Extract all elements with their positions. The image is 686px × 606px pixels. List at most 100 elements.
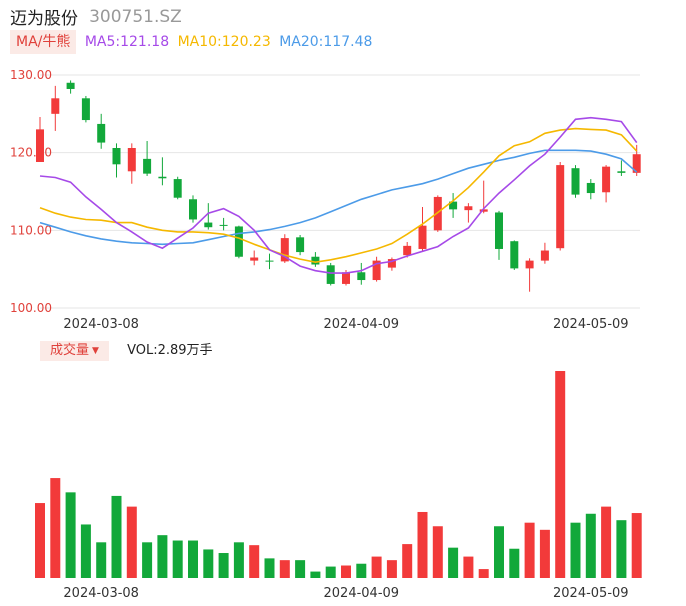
candle-body bbox=[51, 98, 60, 114]
candle[interactable] bbox=[36, 116, 44, 162]
candle-body bbox=[280, 238, 289, 262]
candle-body bbox=[403, 245, 412, 256]
ma-indicator-button[interactable]: MA/牛熊 bbox=[10, 30, 77, 54]
candle-body bbox=[617, 171, 626, 173]
volume-bar[interactable] bbox=[402, 544, 413, 578]
candle[interactable] bbox=[112, 143, 121, 178]
volume-bar[interactable] bbox=[218, 553, 229, 578]
candle[interactable] bbox=[219, 217, 228, 231]
volume-bar[interactable] bbox=[478, 569, 489, 578]
candle[interactable] bbox=[418, 207, 427, 252]
volume-bar[interactable] bbox=[631, 513, 642, 578]
price-x-tick: 2024-04-09 bbox=[324, 317, 400, 332]
volume-bar[interactable] bbox=[249, 545, 260, 578]
volume-bar[interactable] bbox=[295, 560, 306, 578]
volume-bar[interactable] bbox=[524, 522, 535, 578]
volume-bar[interactable] bbox=[96, 542, 107, 578]
candle[interactable] bbox=[66, 80, 75, 94]
candle[interactable] bbox=[556, 161, 565, 251]
candle-body bbox=[219, 224, 228, 226]
volume-bar[interactable] bbox=[386, 560, 397, 578]
volume-indicator-button[interactable]: 成交量 ▼ bbox=[40, 341, 109, 361]
volume-bar[interactable] bbox=[509, 548, 520, 578]
volume-bar[interactable] bbox=[35, 503, 45, 578]
volume-bar[interactable] bbox=[539, 529, 550, 578]
volume-bar[interactable] bbox=[601, 506, 612, 578]
candle[interactable] bbox=[571, 165, 580, 198]
candle[interactable] bbox=[311, 252, 320, 267]
volume-indicator-label: 成交量 bbox=[50, 343, 90, 358]
candle[interactable] bbox=[433, 195, 442, 232]
volume-bar[interactable] bbox=[126, 506, 137, 578]
volume-bar[interactable] bbox=[264, 558, 275, 578]
volume-bar[interactable] bbox=[172, 540, 183, 578]
candle[interactable] bbox=[280, 234, 289, 263]
volume-bar[interactable] bbox=[203, 549, 214, 578]
candle[interactable] bbox=[403, 241, 412, 258]
volume-bar[interactable] bbox=[448, 547, 459, 578]
volume-bar[interactable] bbox=[585, 513, 596, 578]
candle[interactable] bbox=[464, 203, 473, 223]
ma10-legend: MA10:120.23 bbox=[177, 34, 271, 50]
candle[interactable] bbox=[189, 195, 197, 223]
candle[interactable] bbox=[387, 257, 396, 271]
volume-bar[interactable] bbox=[417, 511, 428, 578]
candle-body bbox=[265, 260, 274, 262]
candle[interactable] bbox=[204, 203, 213, 230]
candle[interactable] bbox=[617, 160, 626, 176]
volume-bar[interactable] bbox=[50, 478, 61, 578]
volume-bar[interactable] bbox=[356, 563, 367, 578]
volume-bar[interactable] bbox=[371, 556, 382, 578]
price-y-tick: 110.00 bbox=[10, 223, 52, 237]
volume-bar[interactable] bbox=[555, 371, 566, 578]
candle[interactable] bbox=[357, 262, 366, 285]
candle[interactable] bbox=[326, 262, 335, 286]
price-chart[interactable]: 100.00 110.00 120.00 130.00 2024-03-08 2024-0… bbox=[0, 60, 686, 340]
volume-bar[interactable] bbox=[142, 542, 153, 578]
candle[interactable] bbox=[250, 250, 259, 266]
candle[interactable] bbox=[234, 225, 243, 259]
candle-body bbox=[173, 179, 182, 198]
candle[interactable] bbox=[540, 242, 549, 264]
candle[interactable] bbox=[143, 141, 152, 176]
candle[interactable] bbox=[449, 193, 458, 218]
volume-chart[interactable]: 2024-03-08 2024-04-09 2024-05-09 bbox=[0, 360, 686, 606]
volume-bar[interactable] bbox=[111, 495, 122, 578]
candle[interactable] bbox=[97, 113, 106, 149]
candle-body bbox=[357, 272, 366, 281]
volume-bar[interactable] bbox=[432, 526, 443, 578]
candle[interactable] bbox=[265, 253, 274, 270]
volume-bar[interactable] bbox=[65, 492, 76, 578]
ma10-line bbox=[39, 127, 638, 264]
candle[interactable] bbox=[158, 157, 167, 186]
candle[interactable] bbox=[173, 176, 182, 200]
volume-bar[interactable] bbox=[188, 540, 198, 578]
volume-bar[interactable] bbox=[325, 566, 336, 578]
volume-bar[interactable] bbox=[616, 520, 627, 578]
volume-bar[interactable] bbox=[279, 560, 290, 578]
volume-bar[interactable] bbox=[233, 542, 244, 578]
candle[interactable] bbox=[510, 240, 519, 270]
volume-bar[interactable] bbox=[463, 556, 474, 578]
candle[interactable] bbox=[586, 179, 595, 200]
candle[interactable] bbox=[127, 143, 136, 184]
volume-x-tick: 2024-05-09 bbox=[553, 586, 629, 601]
candle[interactable] bbox=[296, 234, 305, 256]
candle[interactable] bbox=[525, 258, 534, 292]
candle[interactable] bbox=[602, 165, 611, 203]
candle[interactable] bbox=[495, 210, 503, 260]
candle-body bbox=[112, 148, 121, 165]
volume-bar[interactable] bbox=[310, 571, 321, 578]
candle[interactable] bbox=[372, 256, 381, 282]
volume-bar[interactable] bbox=[80, 524, 91, 578]
candle-body bbox=[510, 241, 519, 269]
candle-body bbox=[586, 182, 595, 194]
stock-name: 迈为股份 bbox=[10, 9, 78, 29]
volume-bar[interactable] bbox=[570, 522, 581, 578]
candle[interactable] bbox=[81, 95, 90, 123]
volume-bar[interactable] bbox=[494, 526, 504, 578]
volume-bar[interactable] bbox=[157, 535, 168, 578]
price-x-tick: 2024-03-08 bbox=[63, 317, 139, 332]
volume-bar[interactable] bbox=[341, 565, 351, 578]
candle[interactable] bbox=[51, 85, 60, 131]
